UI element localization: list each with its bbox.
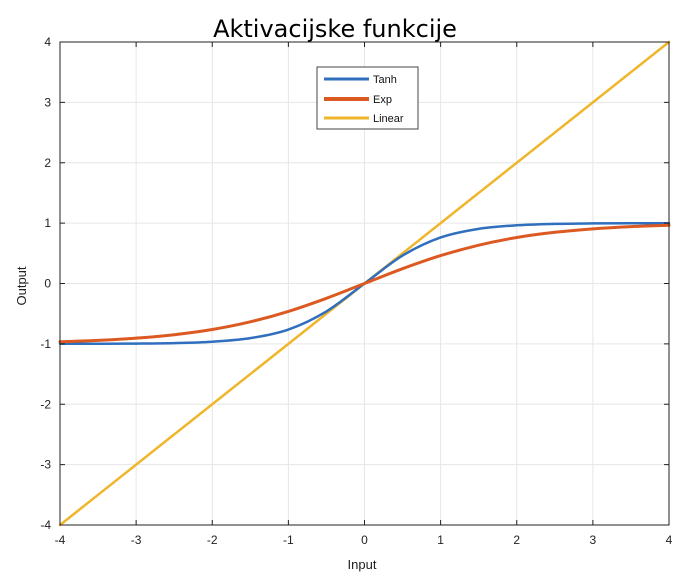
y-tick-label: -2 [40,397,51,411]
series-lines [58,40,671,527]
y-axis-ticks: -4 -3 -2 -1 0 1 2 3 4 [40,35,669,532]
y-tick-label: -4 [40,518,51,532]
y-axis-label: Output [14,266,29,305]
chart-title: Aktivacijske funkcije [213,15,457,43]
y-tick-label: 2 [44,156,51,170]
x-tick-label: -3 [131,533,142,547]
x-tick-label: 3 [590,533,597,547]
x-tick-label: 2 [513,533,520,547]
legend: Tanh Exp Linear [316,66,419,130]
x-tick-label: 1 [437,533,444,547]
y-tick-label: 0 [44,277,51,291]
y-tick-label: 4 [44,35,51,49]
y-tick-label: -3 [40,458,51,472]
x-tick-label: 4 [666,533,673,547]
x-axis-label: Input [348,557,377,572]
legend-label-exp: Exp [373,94,392,106]
x-axis-ticks: -4 -3 -2 -1 0 1 2 3 4 [55,42,673,547]
x-tick-label: -2 [207,533,218,547]
x-tick-label: -1 [283,533,294,547]
x-tick-label: -4 [55,533,66,547]
y-tick-label: -1 [40,337,51,351]
series-line-exp [58,223,671,344]
legend-label-linear: Linear [373,113,404,125]
y-tick-label: 3 [44,95,51,109]
y-tick-label: 1 [44,216,51,230]
x-tick-label: 0 [361,533,368,547]
legend-label-tanh: Tanh [373,74,397,86]
